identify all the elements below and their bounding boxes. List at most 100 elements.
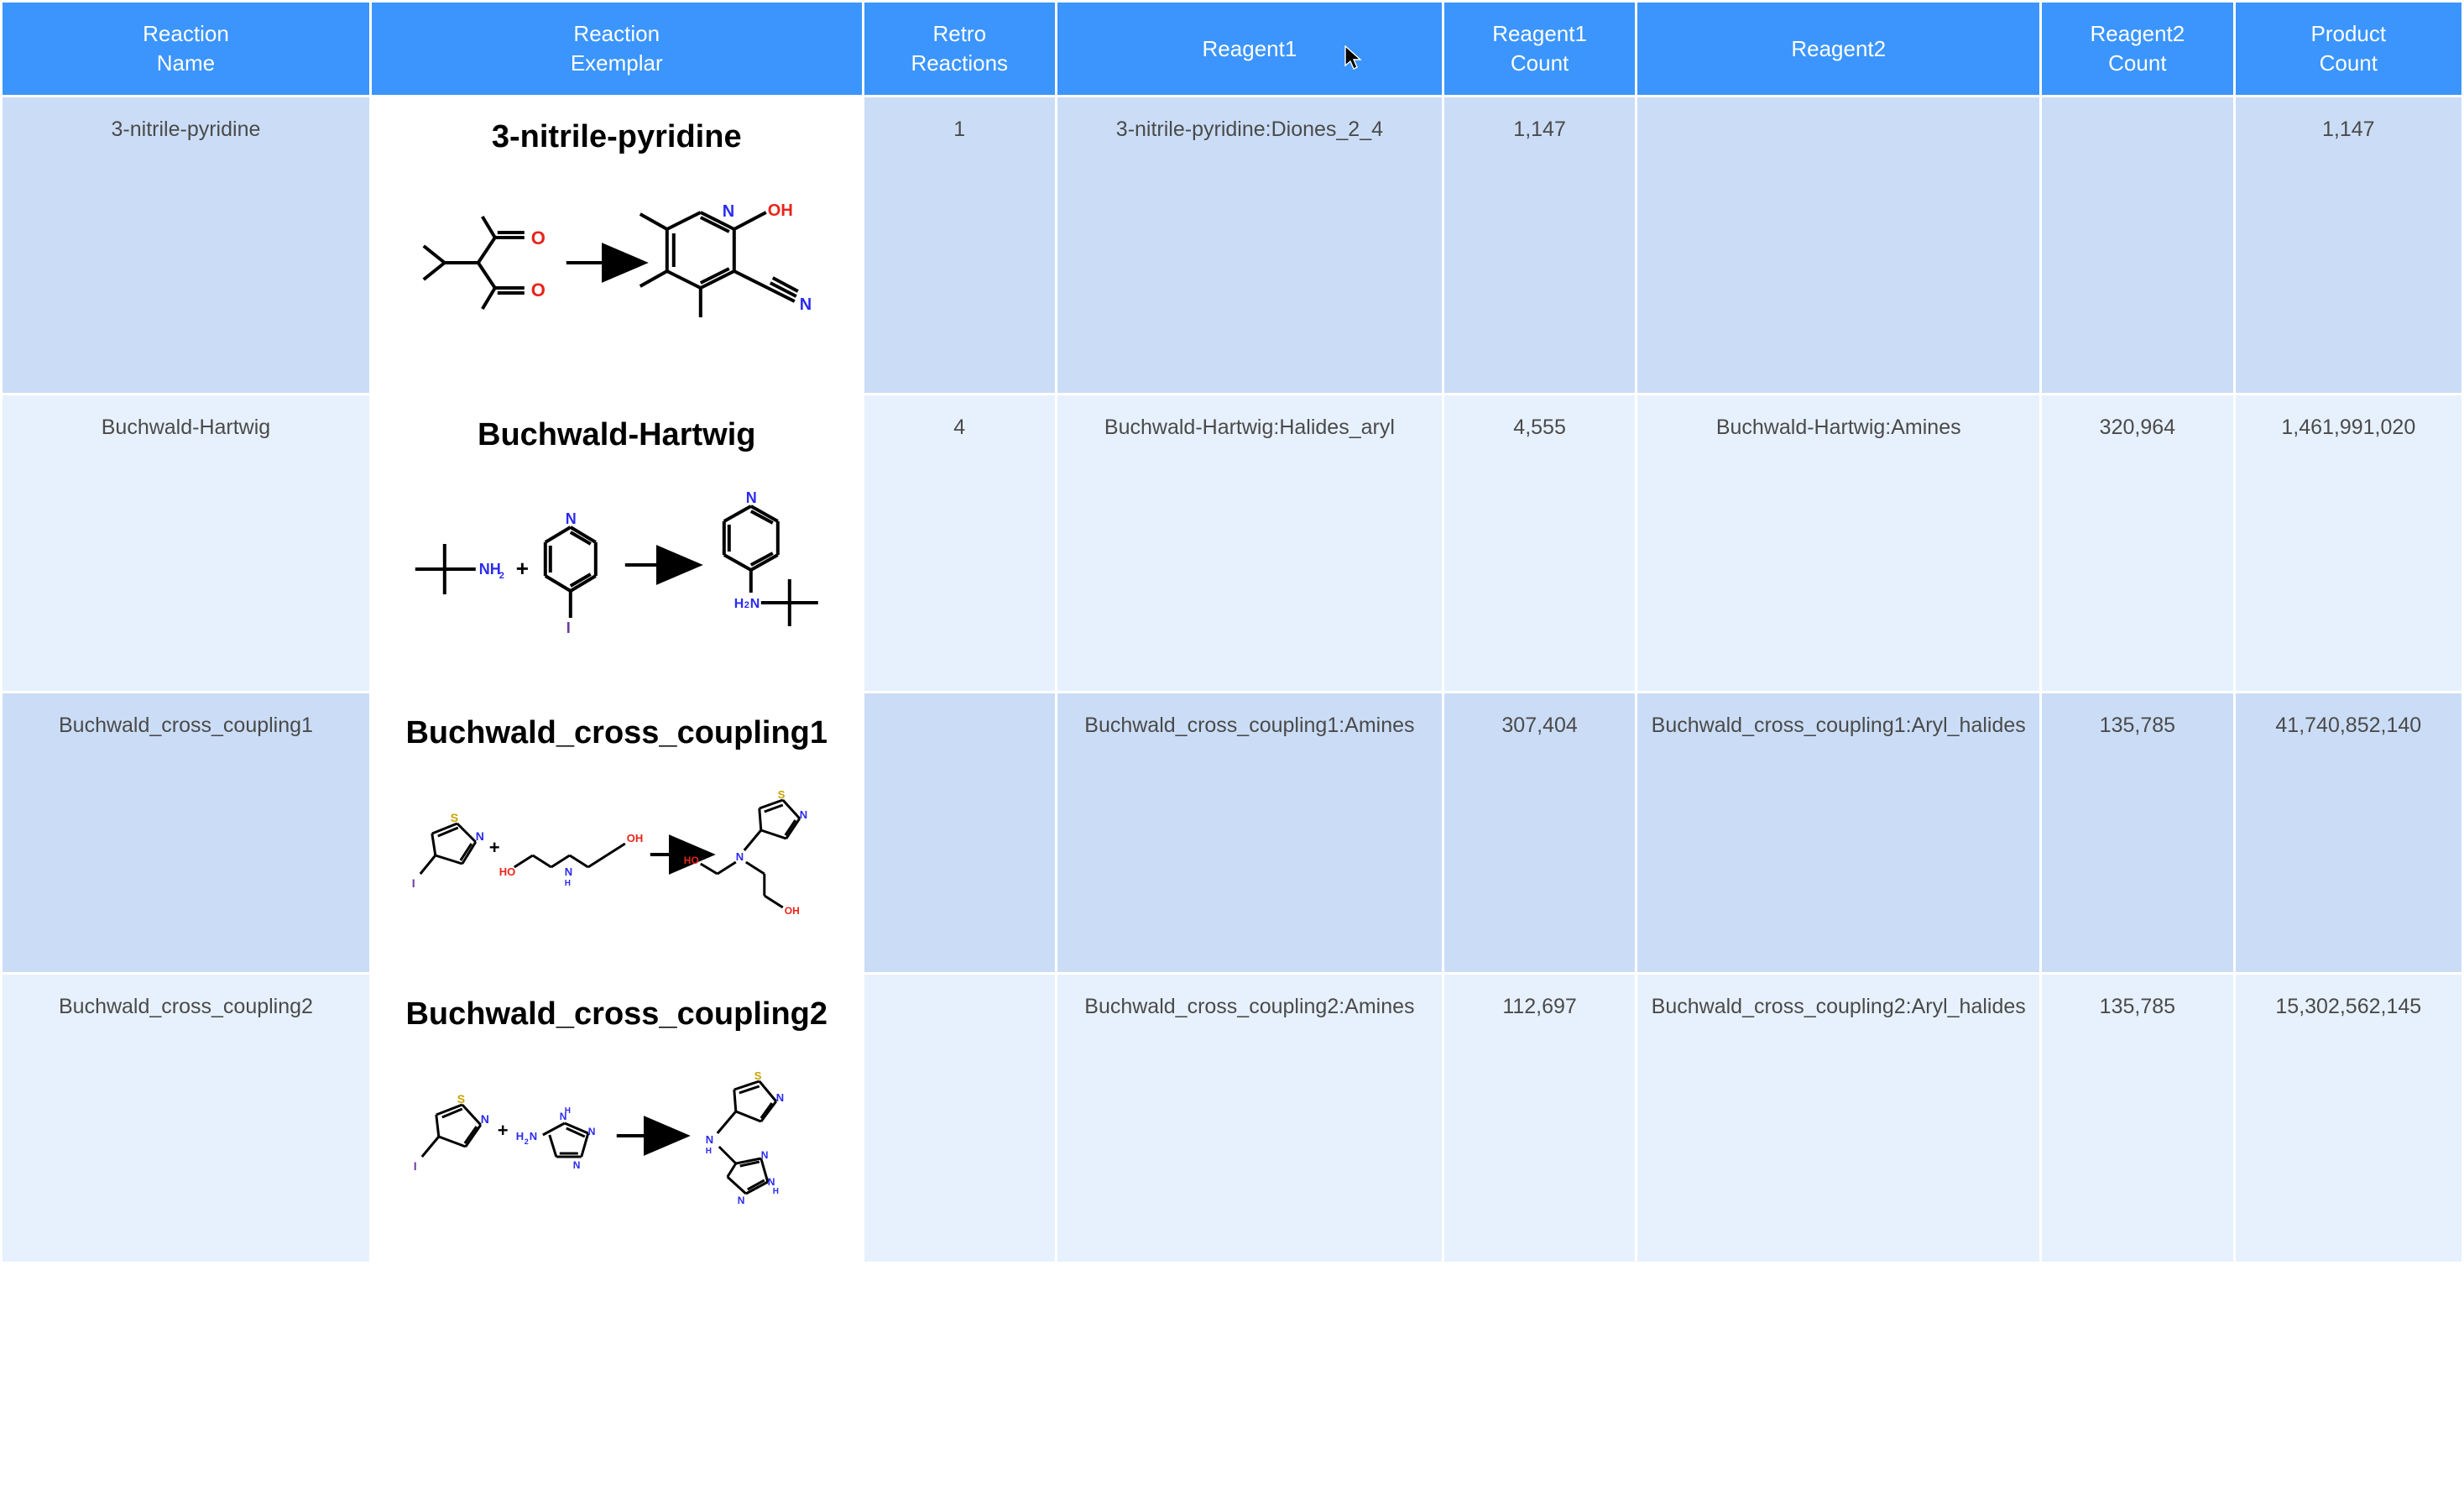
text: 307,404: [1501, 714, 1577, 737]
svg-text:OH: OH: [627, 832, 644, 844]
table-row[interactable]: Buchwald-Hartwig Buchwald-Hartwig NH 2: [2, 395, 2463, 693]
svg-text:N: N: [566, 510, 577, 527]
table-row[interactable]: 3-nitrile-pyridine 3-nitrile-pyridine: [2, 97, 2463, 395]
text: 135,785: [2100, 995, 2175, 1018]
cell-reagent2: Buchwald-Hartwig:Amines: [1637, 395, 2041, 693]
header-label: Count: [2320, 50, 2378, 76]
svg-text:S: S: [451, 811, 458, 824]
svg-text:H: H: [773, 1187, 779, 1196]
text: 320,964: [2100, 416, 2175, 439]
svg-text:N: N: [768, 1176, 775, 1188]
cell-exemplar: Buchwald-Hartwig NH 2 +: [370, 395, 863, 693]
exemplar-title: Buchwald_cross_coupling2: [389, 996, 845, 1033]
cell-product-count: 15,302,562,145: [2234, 974, 2462, 1263]
svg-text:S: S: [754, 1069, 762, 1082]
text: 41,740,852,140: [2275, 714, 2421, 737]
header-label: Reagent2: [1791, 36, 1886, 61]
svg-text:H: H: [565, 879, 571, 888]
cell-reagent2-count: [2041, 97, 2234, 395]
svg-text:N: N: [736, 850, 744, 863]
header-label: Exemplar: [571, 50, 663, 76]
text: Buchwald_cross_coupling1:Aryl_halides: [1652, 714, 2026, 737]
text: 1,147: [2322, 118, 2375, 141]
header-label: Reagent2: [2090, 21, 2185, 46]
table-header-row: Reaction Name Reaction Exemplar Retro Re…: [2, 2, 2463, 97]
svg-text:+: +: [498, 1120, 509, 1141]
svg-text:N: N: [530, 1130, 537, 1142]
svg-text:I: I: [412, 876, 415, 890]
cell-reagent1: Buchwald_cross_coupling2:Amines: [1056, 974, 1443, 1263]
col-header-reagent1-count[interactable]: Reagent1 Count: [1443, 2, 1636, 97]
svg-text:I: I: [566, 620, 571, 636]
text: 15,302,562,145: [2275, 995, 2421, 1018]
col-header-product-count[interactable]: Product Count: [2234, 2, 2462, 97]
svg-text:+: +: [489, 837, 500, 858]
header-label: Reagent1: [1203, 36, 1297, 61]
header-label: Reactions: [911, 50, 1008, 76]
cell-reagent1-count: 4,555: [1443, 395, 1636, 693]
svg-text:H: H: [565, 1106, 571, 1116]
svg-text:N: N: [706, 1133, 713, 1146]
col-header-reaction-name[interactable]: Reaction Name: [2, 2, 371, 97]
svg-text:N: N: [573, 1159, 581, 1171]
cell-retro-reactions: 4: [863, 395, 1056, 693]
header-label: Product: [2310, 21, 2386, 46]
table-row[interactable]: Buchwald_cross_coupling1 Buchwald_cross_…: [2, 693, 2463, 974]
col-header-reagent2-count[interactable]: Reagent2 Count: [2041, 2, 2234, 97]
cell-reaction-name: Buchwald-Hartwig: [2, 395, 371, 693]
exemplar-diagram: S N I + H 2 N: [389, 1056, 845, 1238]
svg-text:N: N: [750, 597, 760, 611]
header-label: Name: [157, 50, 215, 76]
svg-text:N: N: [738, 1195, 745, 1206]
text: 1: [953, 118, 965, 141]
text: Buchwald_cross_coupling2: [59, 995, 313, 1018]
cell-reagent1-count: 1,147: [1443, 97, 1636, 395]
svg-text:N: N: [800, 808, 807, 821]
cell-product-count: 1,461,991,020: [2234, 395, 2462, 693]
exemplar-title: Buchwald-Hartwig: [389, 417, 845, 453]
col-header-retro-reactions[interactable]: Retro Reactions: [863, 2, 1056, 97]
header-label: Count: [1511, 50, 1569, 76]
text: 112,697: [1502, 995, 1577, 1018]
cell-reagent1: Buchwald-Hartwig:Halides_aryl: [1056, 395, 1443, 693]
svg-text:H: H: [734, 597, 744, 611]
cell-reagent2-count: 135,785: [2041, 693, 2234, 974]
cell-product-count: 41,740,852,140: [2234, 693, 2462, 974]
text: 135,785: [2100, 714, 2175, 737]
svg-text:N: N: [776, 1091, 784, 1104]
cell-reagent2-count: 320,964: [2041, 395, 2234, 693]
cell-exemplar: Buchwald_cross_coupling1: [370, 693, 863, 974]
svg-text:N: N: [588, 1126, 596, 1137]
exemplar-title: 3-nitrile-pyridine: [389, 119, 845, 155]
cell-reagent2: Buchwald_cross_coupling2:Aryl_halides: [1637, 974, 2041, 1263]
text: Buchwald_cross_coupling2:Aryl_halides: [1652, 995, 2026, 1018]
cell-reagent1: 3-nitrile-pyridine:Diones_2_4: [1056, 97, 1443, 395]
table-row[interactable]: Buchwald_cross_coupling2 Buchwald_cross_…: [2, 974, 2463, 1263]
svg-text:N: N: [746, 489, 757, 506]
text: 1,461,991,020: [2281, 416, 2415, 439]
header-label: Count: [2108, 50, 2166, 76]
svg-text:N: N: [723, 202, 734, 221]
text: Buchwald-Hartwig:Amines: [1716, 416, 1961, 439]
text: 4: [953, 416, 965, 439]
text: 1,147: [1513, 118, 1566, 141]
cell-exemplar: 3-nitrile-pyridine: [370, 97, 863, 395]
svg-text:HO: HO: [684, 855, 699, 866]
svg-text:S: S: [778, 788, 786, 801]
svg-text:N: N: [481, 1112, 489, 1126]
text: 3-nitrile-pyridine:Diones_2_4: [1116, 118, 1383, 141]
cell-reagent1-count: 307,404: [1443, 693, 1636, 974]
text: 4,555: [1513, 416, 1566, 439]
text: Buchwald_cross_coupling1: [59, 714, 313, 737]
header-label: Retro: [932, 21, 986, 46]
col-header-exemplar[interactable]: Reaction Exemplar: [370, 2, 863, 97]
cell-reagent1-count: 112,697: [1443, 974, 1636, 1263]
header-label: Reaction: [143, 21, 229, 46]
svg-text:O: O: [531, 280, 546, 301]
header-label: Reagent1: [1492, 21, 1587, 46]
svg-text:NH: NH: [479, 561, 501, 578]
cell-reaction-name: 3-nitrile-pyridine: [2, 97, 371, 395]
col-header-reagent1[interactable]: Reagent1: [1056, 2, 1443, 97]
col-header-reagent2[interactable]: Reagent2: [1637, 2, 2041, 97]
cell-reagent2-count: 135,785: [2041, 974, 2234, 1263]
